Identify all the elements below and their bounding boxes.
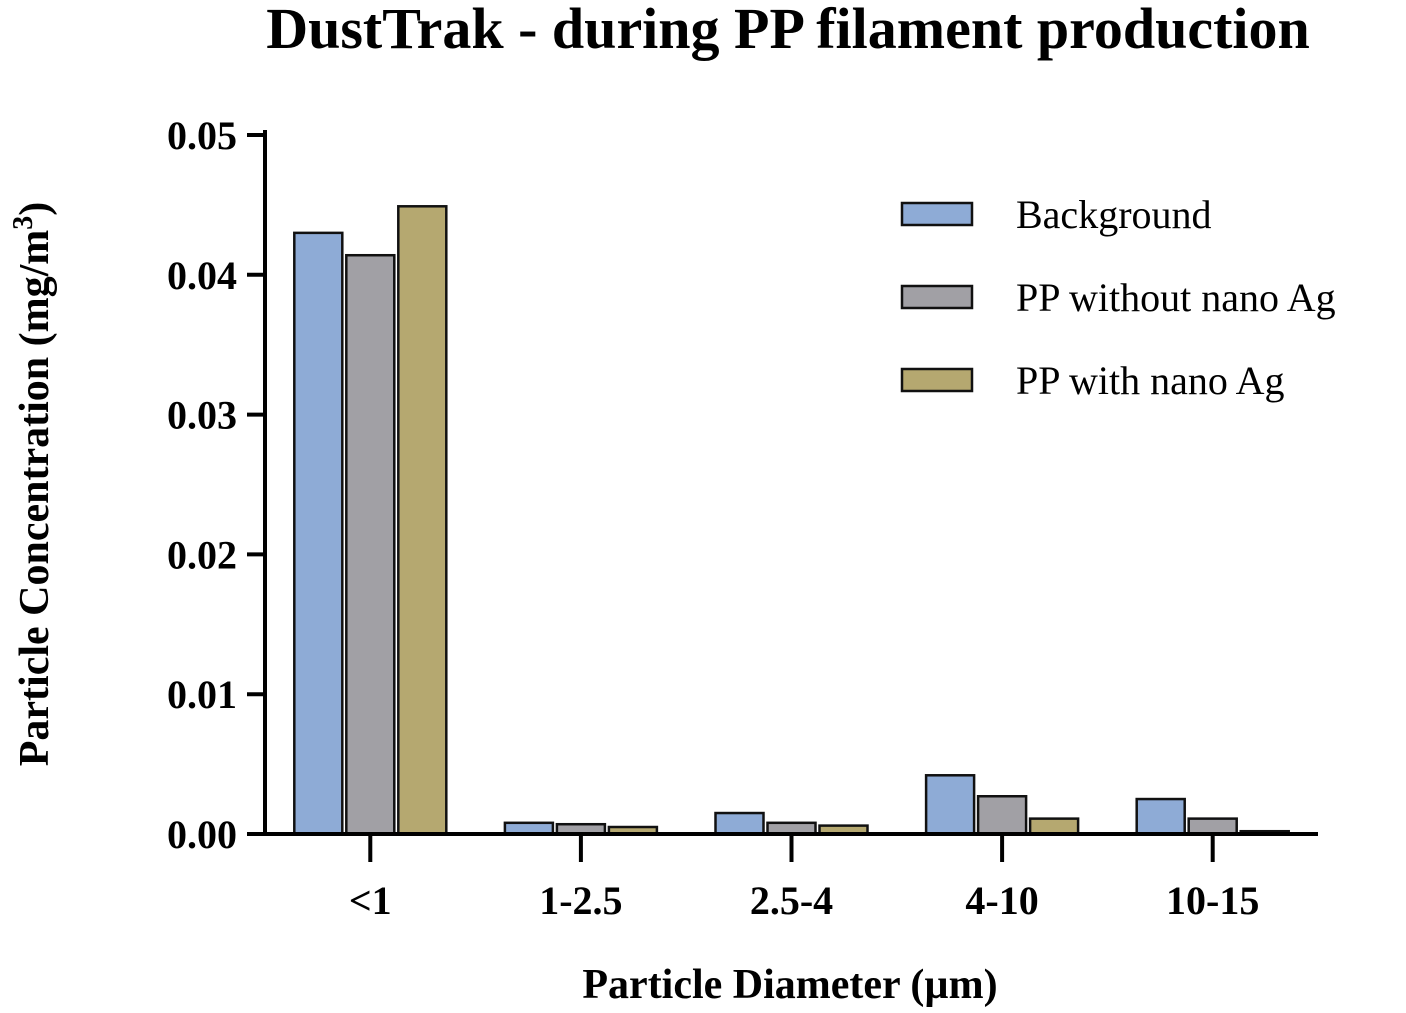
y-axis: 0.00 0.01 0.02 0.03 0.04 0.05	[167, 113, 267, 857]
bar	[397, 205, 448, 836]
y-axis-title-superscript: 3	[8, 216, 39, 230]
x-tick-label: 2.5-4	[750, 878, 833, 923]
bar	[924, 774, 976, 836]
x-axis-title: Particle Diameter (µm)	[582, 962, 997, 1008]
y-tick-label: 0.04	[167, 253, 237, 298]
legend-label: PP without nano Ag	[1016, 275, 1336, 320]
x-tick-label: 1-2.5	[539, 878, 622, 923]
x-tick-label: 4-10	[965, 878, 1038, 923]
y-tick-label: 0.03	[167, 393, 237, 438]
y-axis-title: Particle Concentration (mg/m3)	[8, 202, 58, 767]
y-axis-title-close: )	[12, 202, 58, 216]
legend-swatch	[900, 201, 974, 227]
legend: Background PP without nano Ag PP with nano…	[900, 192, 1336, 403]
legend-label: Background	[1016, 192, 1212, 237]
bar	[976, 795, 1028, 836]
y-tick-label: 0.02	[167, 532, 237, 577]
bar	[1187, 817, 1238, 836]
legend-swatch	[900, 284, 974, 310]
legend-swatch	[900, 367, 974, 393]
bar	[293, 231, 344, 836]
legend-label: PP with nano Ag	[1016, 358, 1285, 403]
x-tick-label: <1	[349, 878, 392, 923]
x-tick-label: 10-15	[1166, 878, 1259, 923]
x-axis: <1 1-2.5 2.5-4 4-10 10-15	[263, 832, 1318, 923]
bar	[714, 811, 765, 836]
bar	[345, 253, 396, 836]
y-axis-title-main: Particle Concentration (mg/m	[12, 230, 58, 767]
bar	[1135, 797, 1186, 836]
chart-title: DustTrak - during PP filament production	[266, 0, 1310, 61]
y-tick-label: 0.00	[167, 812, 237, 857]
bar	[1028, 817, 1080, 836]
y-tick-label: 0.05	[167, 113, 237, 158]
y-tick-label: 0.01	[167, 672, 237, 717]
